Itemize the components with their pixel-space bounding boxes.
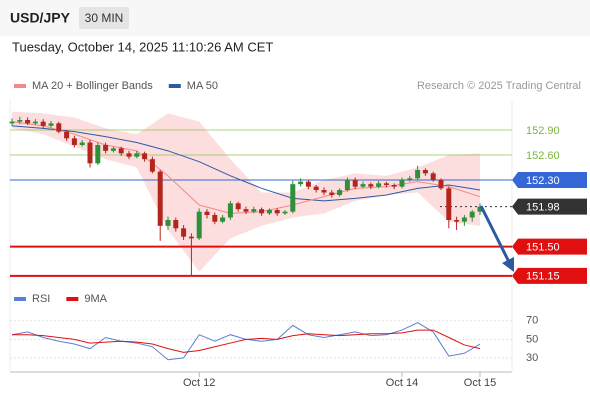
level-label: 151.98: [526, 202, 560, 214]
candle-body: [274, 210, 280, 214]
candle-body: [204, 211, 210, 215]
candle-body: [446, 188, 452, 220]
candle-body: [173, 220, 179, 229]
candle-body: [220, 217, 226, 222]
candle-body: [407, 178, 413, 180]
candle-body: [352, 180, 358, 187]
level-tag: [512, 198, 587, 215]
legend-label: MA 50: [187, 80, 218, 92]
level-tag: [512, 238, 587, 255]
candle-body: [48, 123, 54, 126]
level-tag: [512, 172, 587, 188]
y-tick-label: 70: [526, 315, 538, 327]
candle-body: [399, 180, 405, 187]
candle-body: [368, 184, 374, 187]
price-panel: MA 20 + Bollinger Bands MA 50 152.90 152.60…: [9, 80, 587, 284]
y-tick-label: 50: [526, 333, 538, 345]
candle-body: [227, 203, 233, 218]
candle-body: [17, 120, 23, 122]
legend-swatch: [66, 297, 79, 301]
candle-body: [266, 210, 272, 214]
candle-body: [87, 142, 93, 164]
candle-body: [181, 228, 187, 237]
candle-body: [477, 206, 483, 212]
level-label: 152.30: [526, 175, 560, 187]
candle-body: [243, 209, 249, 212]
forecast-arrow-head: [502, 257, 514, 272]
candle-body: [298, 181, 304, 185]
timestamp: Tuesday, October 14, 2025 11:10:26 AM CE…: [12, 39, 273, 54]
candle-body: [235, 203, 241, 210]
candle-body: [360, 184, 366, 187]
candle-body: [438, 180, 444, 189]
candle-body: [383, 183, 389, 185]
candle-body: [344, 180, 350, 190]
interval: 30 MIN: [85, 11, 124, 25]
candle-body: [282, 211, 288, 214]
candle-body: [64, 131, 70, 139]
credit: Research © 2025 Trading Central: [417, 80, 581, 92]
candle-body: [103, 145, 109, 151]
legend-swatch: [168, 84, 181, 88]
legend-swatch: [14, 297, 26, 301]
candle-body: [329, 192, 335, 195]
candle-body: [149, 159, 155, 172]
candle-body: [110, 148, 116, 151]
candle-body: [32, 121, 38, 124]
legend-label: 9MA: [84, 293, 107, 305]
x-tick-label: Oct 14: [386, 377, 418, 389]
legend-swatch: [14, 84, 26, 88]
y-tick-label: 30: [526, 352, 538, 364]
rsi-line: [12, 329, 481, 353]
candle-body: [165, 220, 171, 226]
candle-body: [337, 190, 343, 195]
level-tag: [512, 267, 587, 284]
candle-body: [188, 236, 194, 239]
ma50-line: [11, 125, 481, 202]
candle-body: [454, 220, 460, 222]
candle-body: [157, 171, 163, 226]
candle-body: [259, 209, 265, 214]
candle-body: [305, 181, 311, 187]
level-label: 152.90: [526, 125, 560, 137]
candle-body: [126, 153, 132, 157]
level-label: 152.60: [526, 150, 560, 162]
forecast-arrow: [479, 205, 512, 265]
symbol: USD/JPY: [10, 10, 71, 26]
interval-badge: [79, 7, 129, 29]
legend-label: MA 20 + Bollinger Bands: [32, 80, 153, 92]
candle-body: [461, 217, 467, 222]
candle-body: [321, 190, 327, 193]
level-label: 151.15: [526, 271, 560, 283]
candle-body: [142, 153, 148, 160]
candle-body: [469, 211, 475, 218]
candle-body: [9, 121, 15, 124]
level-label: 151.50: [526, 242, 560, 254]
candle-body: [376, 183, 382, 187]
candle-body: [56, 123, 62, 132]
x-tick-label: Oct 12: [183, 377, 215, 389]
candle-body: [25, 120, 31, 124]
candle-body: [251, 209, 257, 212]
candle-body: [391, 185, 397, 187]
legend-label: RSI: [32, 293, 50, 305]
x-tick-label: Oct 15: [464, 377, 496, 389]
rsi-panel: 70 50 30 RSI 9MA: [10, 293, 538, 364]
candle-body: [430, 173, 436, 180]
candle-body: [290, 184, 296, 212]
candle-body: [196, 211, 202, 239]
candle-body: [134, 153, 140, 157]
candle-body: [118, 148, 124, 154]
candle-body: [95, 145, 101, 164]
candle-body: [415, 170, 421, 179]
candle-body: [422, 170, 428, 174]
candle-body: [212, 215, 218, 222]
candle-body: [40, 121, 46, 126]
candle-body: [71, 138, 77, 145]
candle-body: [313, 186, 319, 190]
candle-body: [79, 142, 85, 145]
